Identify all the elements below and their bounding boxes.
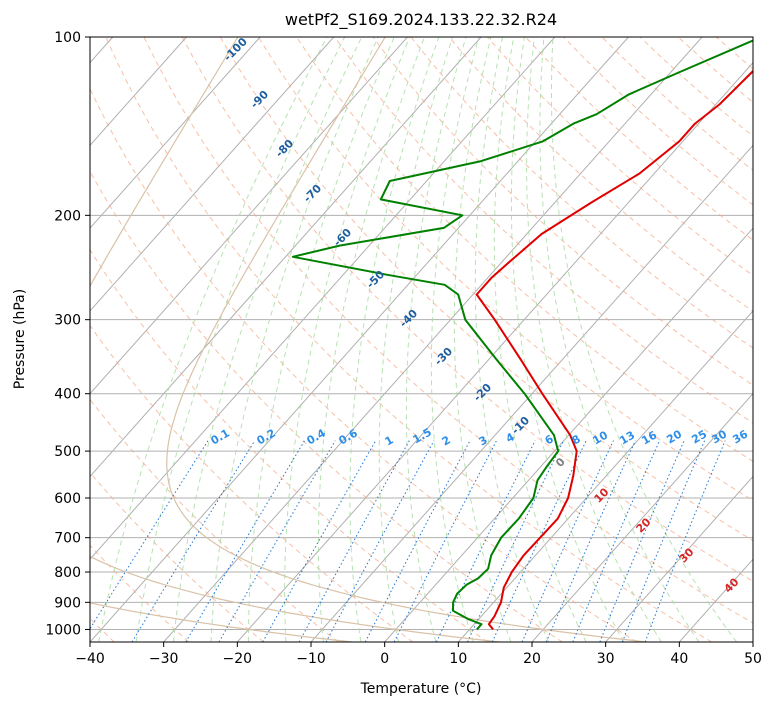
dry-adiabat-line: [219, 37, 753, 542]
mixing-ratio-line: [90, 440, 209, 630]
isotherm-line: [605, 475, 753, 642]
mixing-ratio-line: [325, 440, 435, 642]
dry-adiabat-line: [257, 37, 753, 502]
chart-title: wetPf2_S169.2024.133.22.32.R24: [285, 10, 557, 30]
dry-adiabat-line: [181, 37, 753, 582]
isotherm-line: [90, 37, 629, 642]
y-tick-label: 500: [54, 444, 81, 460]
x-axis-label: Temperature (°C): [360, 681, 482, 697]
y-tick-label: 700: [54, 531, 81, 547]
plot-frame: [89, 36, 754, 643]
moist-adiabat-line: [551, 37, 738, 642]
isotherm-line: [384, 227, 753, 642]
isotherm-line: [90, 37, 482, 478]
y-tick-label: 100: [54, 30, 81, 46]
dry-adiabat-line: [448, 37, 753, 313]
moist-adiabat-line: [98, 37, 328, 642]
mixing-ratio-line: [218, 440, 336, 642]
moist-adiabat-line: [510, 37, 625, 642]
isotherm-line: [90, 37, 408, 395]
moist-adiabat-line: [173, 37, 363, 642]
moist-adiabat-line: [284, 37, 411, 642]
x-tick-label: 20: [523, 651, 541, 667]
reference-arc-line: [90, 37, 500, 642]
mixing-ratio-line: [435, 440, 536, 642]
x-tick-label: 50: [744, 651, 762, 667]
mixing-ratio-line: [262, 440, 377, 642]
reference-arc-line: [166, 37, 647, 642]
mixing-ratio-line: [572, 440, 661, 642]
y-tick-label: 300: [54, 313, 81, 329]
y-tick-label: 400: [54, 387, 81, 403]
y-tick-label: 600: [54, 491, 81, 507]
y-tick-label: 900: [54, 595, 81, 611]
isotherm-line: [531, 392, 753, 642]
dry-adiabat-line: [90, 248, 488, 642]
moist-adiabat-line: [247, 37, 395, 642]
x-tick-label: −10: [296, 651, 326, 667]
x-tick-label: 0: [380, 651, 389, 667]
x-tick-label: 10: [449, 651, 467, 667]
mixing-ratio-line: [521, 440, 614, 642]
moist-adiabat-line: [405, 37, 467, 642]
isotherm-line: [90, 37, 556, 560]
isotherm-line: [457, 310, 753, 642]
y-tick-label: 200: [54, 208, 81, 224]
dry-adiabat-line: [90, 471, 264, 642]
x-tick-label: 30: [597, 651, 615, 667]
moist-adiabat-line: [474, 37, 549, 642]
moist-adiabat-line: [317, 37, 425, 642]
mixing-ratio-line: [185, 440, 306, 642]
y-axis-label: Pressure (hPa): [12, 289, 28, 389]
mixing-ratio-line: [298, 440, 410, 642]
moist-adiabat-line: [349, 37, 440, 642]
y-tick-label: 1000: [45, 622, 81, 638]
moist-adiabat-line: [210, 37, 379, 642]
x-tick-label: −40: [75, 651, 105, 667]
dry-adiabat-line: [90, 170, 563, 642]
x-tick-label: −20: [223, 651, 253, 667]
x-tick-label: 40: [670, 651, 688, 667]
dry-adiabat-line: [105, 37, 712, 642]
temperature-profile-line: [475, 69, 753, 631]
isotherm-line: [90, 37, 335, 312]
moist-adiabat-line: [493, 37, 587, 642]
mixing-ratio-line: [131, 440, 256, 642]
x-tick-label: −30: [149, 651, 179, 667]
dewpoint-profile-line: [291, 39, 753, 631]
y-tick-label: 800: [54, 565, 81, 581]
isotherm-line: [90, 37, 187, 147]
dry-adiabat-line: [372, 37, 753, 386]
mixing-ratio-line: [545, 440, 636, 642]
moist-adiabat-line: [378, 37, 454, 642]
isotherm-line: [90, 37, 261, 229]
moist-adiabat-line: [526, 37, 662, 642]
dry-adiabat-line: [143, 37, 753, 624]
